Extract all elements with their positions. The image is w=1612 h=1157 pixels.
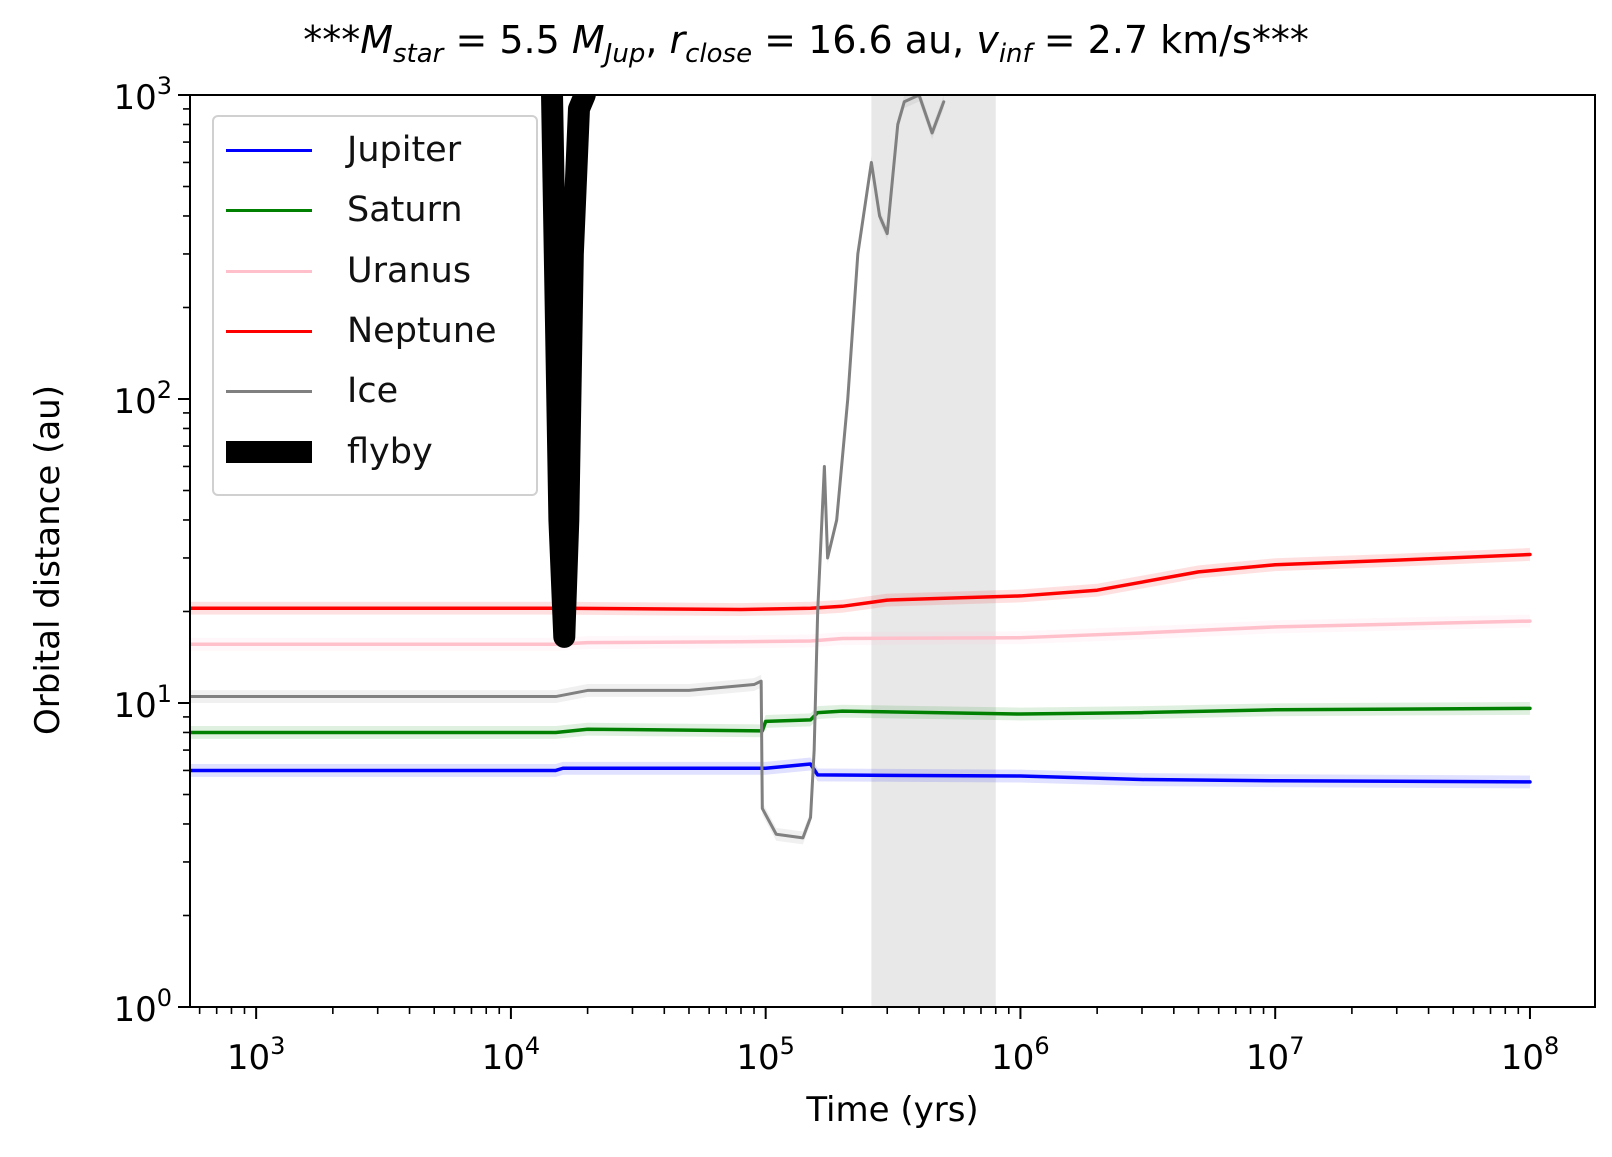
legend-swatch-neptune (226, 330, 312, 333)
legend-label-jupiter: Jupiter (347, 130, 462, 170)
legend-item-saturn: Saturn (214, 190, 536, 230)
legend-item-flyby: flyby (214, 432, 536, 472)
legend-item-uranus: Uranus (214, 251, 536, 291)
legend-label-saturn: Saturn (347, 190, 463, 230)
x-tick-label: 108 (1501, 1032, 1560, 1078)
legend-label-flyby: flyby (347, 432, 433, 472)
legend-label-neptune: Neptune (347, 311, 497, 351)
y-tick-label: 101 (113, 680, 172, 726)
legend-item-jupiter: Jupiter (214, 130, 536, 170)
x-axis-label: Time (yrs) (806, 1090, 979, 1130)
axis-ticks (178, 94, 1531, 1019)
legend-swatch-saturn (226, 209, 312, 212)
x-tick-label: 106 (991, 1032, 1050, 1078)
y-axis-label: Orbital distance (au) (28, 385, 68, 735)
legend-swatch-flyby (226, 441, 312, 463)
y-tick-label: 100 (113, 984, 172, 1030)
chart-title: ***Mstar = 5.5 MJup, rclose = 16.6 au, v… (303, 18, 1309, 69)
axis-tick-labels: 103 104 105 106 107 108 100 101 102 103 (113, 72, 1559, 1078)
band-neptune (190, 548, 1530, 616)
plot-frame (189, 94, 1596, 1008)
series-lines (190, 95, 1532, 840)
x-tick-label: 104 (482, 1032, 541, 1078)
series-line-flyby (541, 95, 596, 648)
legend-item-ice: Ice (214, 371, 536, 411)
legend-swatch-ice (226, 390, 312, 393)
y-tick-label: 103 (113, 72, 172, 118)
legend-item-neptune: Neptune (214, 311, 536, 351)
x-tick-label: 103 (227, 1032, 286, 1078)
x-tick-label: 107 (1246, 1032, 1305, 1078)
x-tick-label: 105 (736, 1032, 795, 1078)
band-uranus (190, 614, 1530, 651)
band-jupiter (190, 757, 1530, 789)
series-line-ice (190, 95, 946, 840)
legend-label-uranus: Uranus (347, 251, 472, 291)
legend-swatch-jupiter (226, 149, 312, 152)
legend-swatch-uranus (226, 270, 312, 273)
shaded-region (871, 95, 996, 1007)
legend-label-ice: Ice (347, 371, 399, 411)
y-tick-label: 102 (113, 376, 172, 422)
legend: Jupiter Saturn Uranus Neptune Ice flyby (212, 115, 538, 496)
